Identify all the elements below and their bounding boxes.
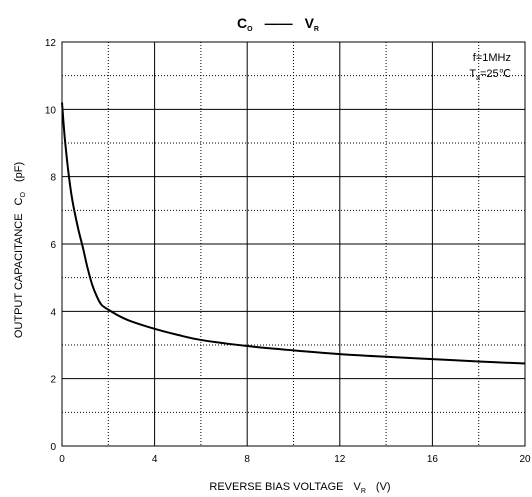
- x-axis-ticks: 0 4 8 12 16 20: [59, 454, 531, 465]
- chart-title: CO —— VR: [237, 15, 319, 33]
- annotation-frequency: f=1MHz: [473, 52, 511, 64]
- y-tick-label: 12: [45, 38, 57, 49]
- y-tick-label: 2: [50, 375, 56, 386]
- series-line-co-vs-vr: [61, 102, 526, 365]
- annotation-temperature: Ta=25℃: [469, 68, 511, 82]
- y-axis-label: OUTPUT CAPACITANCECO(pF): [13, 162, 27, 338]
- y-tick-label: 6: [50, 240, 56, 251]
- x-tick-label: 12: [334, 454, 346, 465]
- major-grid: [62, 42, 525, 446]
- x-tick-label: 4: [152, 454, 158, 465]
- x-tick-label: 16: [427, 454, 439, 465]
- x-tick-label: 20: [519, 454, 531, 465]
- y-tick-label: 4: [50, 307, 56, 318]
- plot-frame: [61, 41, 526, 447]
- y-tick-label: 8: [50, 173, 56, 184]
- y-tick-label: 0: [50, 442, 56, 453]
- x-tick-label: 8: [244, 454, 250, 465]
- x-tick-label: 0: [59, 454, 65, 465]
- y-axis-ticks: 0 2 4 6 8 10 12: [45, 38, 57, 453]
- y-tick-label: 10: [45, 105, 57, 116]
- x-axis-label: REVERSE BIAS VOLTAGE VR (V): [209, 481, 390, 495]
